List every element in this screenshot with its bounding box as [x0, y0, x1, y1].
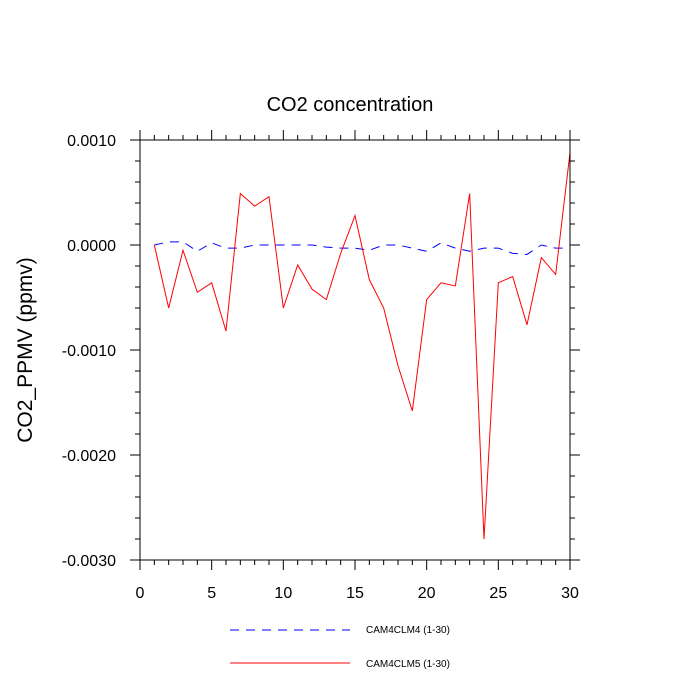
chart-title: CO2 concentration	[267, 94, 434, 116]
y-axis-label: CO2_PPMV (ppmv)	[14, 257, 37, 443]
legend-label-cam4clm4: CAM4CLM4 (1-30)	[366, 625, 450, 636]
x-tick-labels: 0 5 10 15 20 25 30	[136, 585, 579, 602]
x-tick-label: 20	[418, 585, 436, 602]
y-tick-label: -0.0010	[62, 343, 116, 360]
y-tick-labels: 0.0010 0.0000 -0.0010 -0.0020 -0.0030	[62, 133, 116, 570]
y-tick-label: -0.0020	[62, 448, 116, 465]
series-line-1	[153, 152, 571, 540]
series-lines	[153, 152, 571, 540]
y-tick-label: 0.0000	[67, 238, 116, 255]
x-tick-label: 25	[489, 585, 507, 602]
y-tick-label: -0.0030	[62, 553, 116, 570]
x-tick-label: 15	[346, 585, 364, 602]
x-tick-label: 0	[136, 585, 145, 602]
legend-label-cam4clm5: CAM4CLM5 (1-30)	[366, 659, 450, 670]
x-tick-label: 10	[274, 585, 292, 602]
x-tick-label: 30	[561, 585, 579, 602]
y-tick-label: 0.0010	[67, 133, 116, 150]
axis-ticks	[130, 130, 580, 570]
legend: CAM4CLM4 (1-30) CAM4CLM5 (1-30)	[230, 625, 450, 670]
x-tick-label: 5	[207, 585, 216, 602]
plot-frame	[139, 139, 571, 561]
